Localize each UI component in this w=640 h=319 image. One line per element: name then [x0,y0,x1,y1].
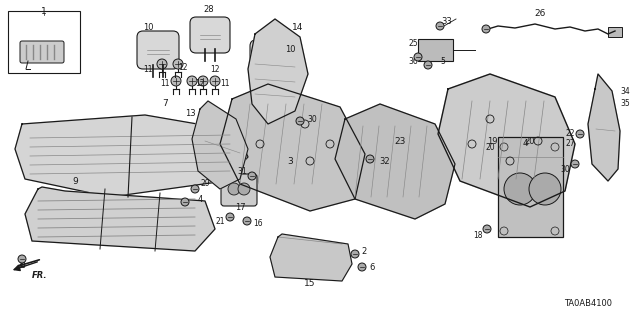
Circle shape [571,160,579,168]
Text: 25: 25 [408,39,418,48]
Circle shape [296,117,304,125]
Circle shape [529,173,561,205]
Circle shape [414,53,422,61]
Text: 20: 20 [525,137,535,145]
Text: 28: 28 [204,5,214,14]
Text: 12: 12 [179,63,188,71]
Text: 10: 10 [143,23,153,32]
Polygon shape [438,74,575,207]
Text: 30: 30 [560,165,570,174]
Text: 17: 17 [235,203,245,211]
Text: 14: 14 [292,23,304,32]
Text: 23: 23 [394,137,406,145]
Text: 3: 3 [287,157,293,166]
Circle shape [576,130,584,138]
Bar [608,27,622,37]
Circle shape [198,76,208,86]
Text: 21: 21 [215,217,225,226]
Bar [498,137,563,237]
Text: 10: 10 [285,44,295,54]
Circle shape [181,198,189,206]
Text: 12: 12 [195,79,205,88]
Text: 7: 7 [162,99,168,108]
Text: 11: 11 [220,78,230,87]
FancyBboxPatch shape [190,17,230,53]
Circle shape [187,76,197,86]
Circle shape [358,263,366,271]
Text: 4: 4 [522,139,528,149]
Text: TA0AB4100: TA0AB4100 [564,300,612,308]
Text: 26: 26 [534,10,546,19]
Polygon shape [588,74,620,181]
Circle shape [424,61,432,69]
Text: 12: 12 [211,64,220,73]
Text: 1: 1 [41,6,47,16]
Circle shape [210,76,220,86]
Circle shape [436,22,444,30]
Polygon shape [248,19,308,124]
Polygon shape [15,115,248,197]
Circle shape [366,155,374,163]
Circle shape [228,183,240,195]
Bar [418,39,453,61]
Polygon shape [270,234,352,281]
Text: 9: 9 [72,176,78,186]
Circle shape [504,173,536,205]
Polygon shape [192,101,248,189]
Text: 11: 11 [143,64,153,73]
Text: 29: 29 [200,180,210,189]
Text: 36: 36 [408,56,418,65]
Text: 32: 32 [380,157,390,166]
Polygon shape [335,104,455,219]
Text: 33: 33 [442,17,452,26]
FancyBboxPatch shape [137,31,179,69]
Circle shape [171,76,181,86]
Circle shape [157,59,167,69]
Text: 2: 2 [362,247,367,256]
Circle shape [483,225,491,233]
Circle shape [243,217,251,225]
FancyBboxPatch shape [250,40,294,78]
Polygon shape [25,187,215,251]
Text: 20: 20 [485,143,495,152]
Text: 31: 31 [237,167,247,175]
Circle shape [173,59,183,69]
Circle shape [351,250,359,258]
Text: 27: 27 [565,139,575,149]
Circle shape [18,255,26,263]
Circle shape [191,185,199,193]
Text: 22: 22 [565,130,575,138]
Polygon shape [220,84,365,211]
Text: 34: 34 [620,86,630,95]
Text: 13: 13 [185,108,195,117]
Text: 6: 6 [369,263,374,271]
Circle shape [482,25,490,33]
Text: 15: 15 [304,279,316,288]
Bar [8,11,80,73]
Text: 30: 30 [307,115,317,123]
Text: 4: 4 [197,195,203,204]
Text: 18: 18 [473,231,483,240]
Circle shape [248,172,256,180]
FancyBboxPatch shape [221,174,257,206]
Text: 19: 19 [487,137,497,145]
Text: 11: 11 [160,78,170,87]
FancyBboxPatch shape [20,41,64,63]
Text: 5: 5 [440,56,445,65]
Text: FR.: FR. [32,271,48,279]
Circle shape [226,213,234,221]
Text: 16: 16 [253,219,263,228]
Text: 8: 8 [19,262,25,271]
Text: 35: 35 [620,100,630,108]
Circle shape [238,183,250,195]
